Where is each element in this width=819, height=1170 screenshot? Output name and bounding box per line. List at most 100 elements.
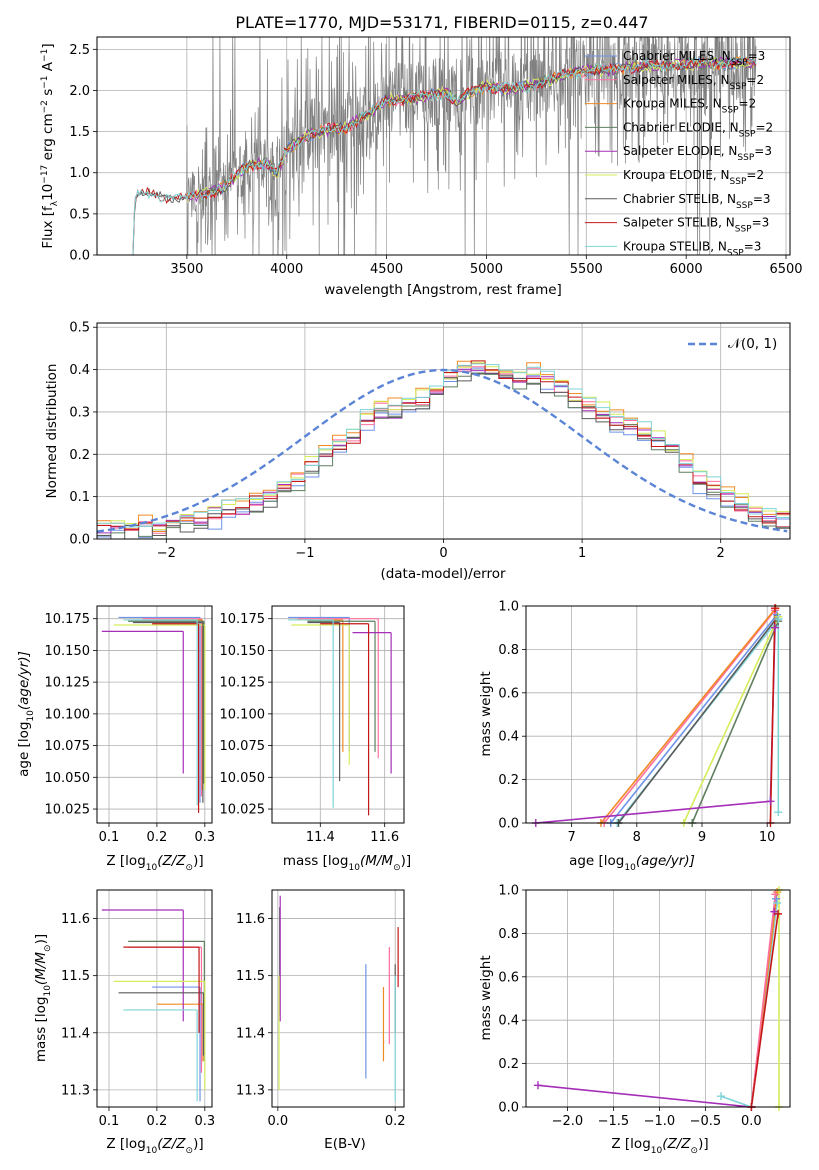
spectrum-panel-ytick-label: 1.5: [69, 125, 90, 140]
z-age-xlabel-part: 10: [146, 863, 158, 873]
histogram-step-kroupa-elodie: [97, 361, 790, 531]
legend-entry-part: Chabrier MILES, N: [623, 49, 731, 63]
weight-line-chabrier-elodie: [691, 620, 780, 823]
z-weight-xlabel: Z [log10(Z/Z⊙)]: [611, 1136, 708, 1156]
z-age-panel-ytick-label: 10.150: [45, 644, 91, 659]
spectrum-legend: Chabrier MILES, N SSP =3 Salpeter MILES, NS…: [585, 49, 773, 258]
spectrum-panel-ytick-label: 0.0: [69, 249, 90, 264]
age-weight-panel-ytick-label: 1.0: [498, 600, 519, 615]
legend-entry-part: =2: [755, 120, 773, 134]
weight-line-chabrier-miles: [610, 614, 778, 823]
spectrum-ylabel-part: −1: [40, 49, 50, 62]
legend-entry-part: Chabrier ELODIE, N: [623, 120, 739, 134]
spectrum-ylabel-part: −2: [40, 100, 50, 113]
z-mass-panel-ytick-label: 11.5: [61, 969, 90, 984]
z-age-panel-xtick-label: 0.2: [147, 830, 168, 845]
weight-line-salpeter-stelib: [769, 608, 776, 823]
z-weight-xlabel-part: Z [log: [611, 1136, 650, 1152]
z-mass-panel-ytick-label: 11.6: [61, 912, 90, 927]
z-age-ylabel-part: (age/yr)]: [16, 651, 32, 710]
weight-line-salpeter-stelib: [750, 913, 779, 1107]
spectrum-panel-frame: [96, 36, 791, 256]
z-weight-panel-xtick-label: −1.0: [644, 1114, 676, 1129]
legend-entry: Chabrier ELODIE, NSSP=2: [623, 120, 773, 139]
legend-entry-part: SSP: [730, 82, 747, 92]
z-weight-panel-ytick-label: 0.0: [498, 1101, 519, 1116]
legend-entry: Salpeter MILES, NSSP=2: [623, 73, 764, 92]
legend-entry-part: SSP: [739, 129, 756, 139]
legend-entry: Kroupa STELIB, NSSP=3: [623, 239, 761, 258]
weight-point-kroupa-stelib: [773, 899, 782, 908]
legend-entry-part: SSP: [727, 248, 744, 258]
weight-point-chabrier-miles: [772, 894, 781, 903]
age-weight-panel-plot-area: [535, 607, 780, 823]
weight-point-kroupa-stelib: [717, 1092, 726, 1101]
z-weight-panel-frame: [525, 889, 791, 1108]
ebv-mass-panel-ytick-label: 11.5: [236, 969, 265, 984]
z-mass-xlabel-part: ⊙: [186, 1146, 194, 1156]
histogram-step-chabrier-stelib: [97, 372, 790, 539]
z-age-xlabel-part: )]: [193, 853, 204, 869]
z-age-panel: 0.1 0.2 0.3 10.025 10.050 10.075 10.100 10.125 1…: [16, 605, 215, 873]
mass-age-panel-frame: [271, 605, 405, 824]
z-mass-xlabel-part: )]: [193, 1136, 204, 1152]
legend-entry-part: =3: [752, 216, 770, 230]
weight-point-salpeter-elodie: [533, 1081, 542, 1090]
model-line-kroupa-stelib: [132, 55, 757, 255]
legend-entry: Salpeter ELODIE, NSSP=3: [623, 144, 772, 163]
z-weight-panel-xtick-label: −2.0: [552, 1114, 584, 1129]
legend-entry-part: Salpeter ELODIE, N: [623, 144, 737, 158]
spectrum-panel-xtick-label: 5500: [570, 262, 603, 277]
spectrum-xlabel: wavelength [Angstrom, rest frame]: [324, 282, 562, 298]
legend-entry: 𝒩(0, 1): [728, 336, 777, 352]
legend-entry-part: SSP: [730, 177, 747, 187]
age-weight-panel-ytick-label: 0.4: [498, 730, 519, 745]
normal-curve: [97, 368, 788, 533]
residual-panel-xtick-label: 1: [578, 546, 586, 561]
mass-age-panel-plot-area: [288, 616, 392, 816]
spectrum-ylabel-part: λ: [50, 200, 60, 206]
weight-line-kroupa-stelib: [720, 902, 778, 1107]
z-mass-panel-ytick-label: 11.3: [61, 1083, 90, 1098]
weight-line-kroupa-miles: [600, 607, 777, 823]
legend-entry-part: Salpeter STELIB, N: [623, 216, 735, 230]
z-mass-xlabel: Z [log10(Z/Z⊙)]: [106, 1136, 203, 1156]
mass-age-panel-ytick-label: 10.150: [220, 644, 266, 659]
legend-entry-part: SSP: [736, 201, 753, 211]
mass-age-xlabel: mass [log10(M/M⊙)]: [283, 853, 411, 873]
z-age-ylabel-part: 10: [26, 710, 36, 722]
z-weight-panel-ytick-label: 0.4: [498, 1014, 519, 1029]
mass-age-panel-ytick-label: 10.075: [220, 739, 266, 754]
spectrum-panel-xtick-label: 6000: [670, 262, 703, 277]
weight-line-salpeter-elodie: [537, 911, 776, 1107]
z-weight-xlabel-part: (Z/Z: [662, 1136, 691, 1152]
age-weight-xlabel: age [log10(age/yr)]: [569, 853, 695, 873]
z-age-xlabel-part: (Z/Z: [157, 853, 186, 869]
residual-panel: −2 −1 0 1 2 0.0 0.1 0.2 0.3 0.4 0.5 (data-model)/er…: [44, 321, 791, 582]
z-mass-xlabel-part: Z [log: [106, 1136, 145, 1152]
z-mass-ylabel-part: )]: [33, 934, 49, 945]
age-weight-xlabel-part: 10: [624, 863, 636, 873]
age-weight-xlabel-part: (age/yr)]: [636, 853, 695, 869]
legend-entry: Salpeter STELIB, NSSP=3: [623, 216, 769, 235]
age-weight-panel-xtick-label: 9: [698, 830, 706, 845]
residual-panel-ytick-label: 0.3: [69, 405, 90, 420]
z-mass-panel-plot-area: [101, 909, 206, 1102]
z-age-panel-ytick-label: 10.175: [45, 612, 91, 627]
ebv-mass-panel-frame: [271, 889, 405, 1108]
z-weight-panel-xtick-label: −0.5: [690, 1114, 722, 1129]
residual-legend: 𝒩(0, 1): [688, 336, 777, 352]
ebv-mass-panel-ytick-label: 11.4: [236, 1026, 265, 1041]
z-mass-ylabel-part: 10: [43, 985, 53, 997]
z-age-panel-ytick-label: 10.050: [45, 771, 91, 786]
z-mass-ylabel-part: mass [log: [33, 997, 49, 1063]
z-age-xlabel-part: Z [log: [106, 853, 145, 869]
z-age-ylabel: age [log10(age/yr)]: [16, 651, 36, 777]
legend-entry-part: =3: [748, 49, 766, 63]
weight-point-salpeter-stelib: [774, 909, 783, 918]
spectrum-ylabel-part: s: [40, 89, 56, 100]
histogram-step-salpeter-stelib: [97, 360, 790, 531]
mass-age-xlabel-part: )]: [401, 853, 412, 869]
legend-entry: Chabrier STELIB, NSSP=3: [623, 192, 771, 211]
chart-title: PLATE=1770, MJD=53171, FIBERID=0115, z=0…: [235, 13, 648, 32]
